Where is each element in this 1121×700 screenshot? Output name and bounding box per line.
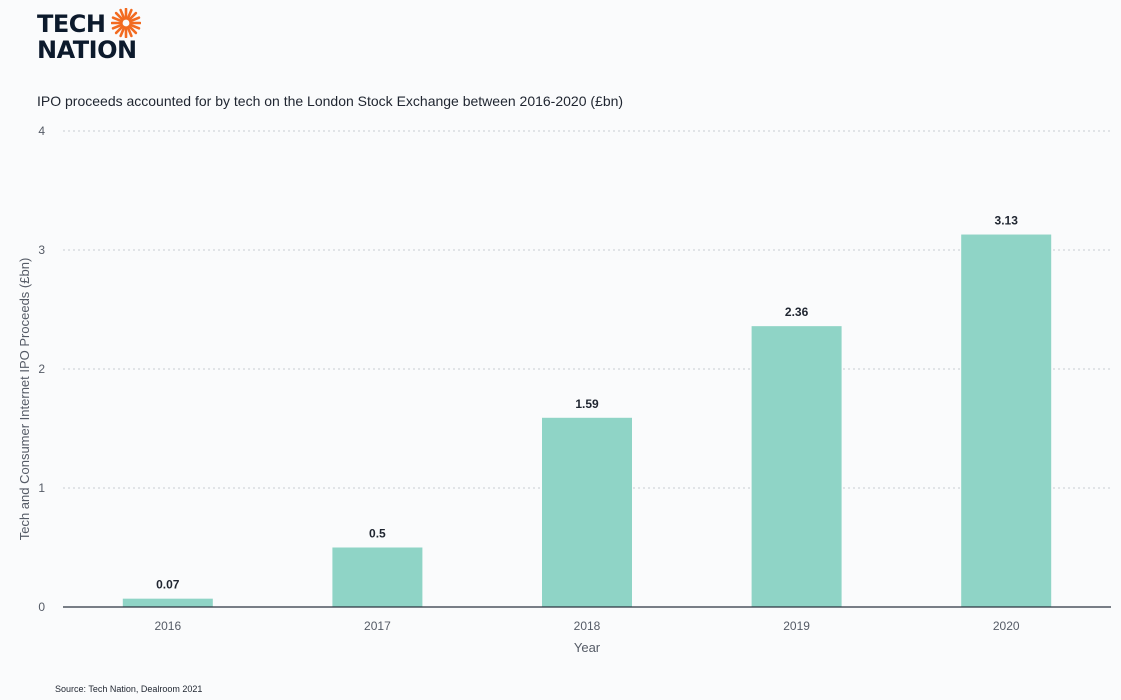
y-tick-label: 2 [38,362,45,376]
sun-icon [111,8,141,38]
y-tick-label: 1 [38,481,45,495]
x-tick-label-2018: 2018 [574,619,601,633]
y-tick-label: 0 [38,600,45,614]
data-labels: 0.07 0.5 1.59 2.36 3.13 [156,214,1018,592]
logo-text-line2: NATION [37,36,137,64]
x-tick-label-2017: 2017 [364,619,391,633]
x-tick-label-2020: 2020 [993,619,1020,633]
data-label-2020: 3.13 [995,214,1019,228]
y-tick-label: 3 [38,243,45,257]
bar-2020 [961,234,1052,607]
data-label-2018: 1.59 [575,397,599,411]
logo-text-line1: TECH [37,10,106,38]
data-label-2016: 0.07 [156,578,180,592]
data-label-2019: 2.36 [785,305,809,319]
y-tick-label: 4 [38,124,45,138]
y-axis-title: Tech and Consumer Internet IPO Proceeds … [17,258,32,541]
y-axis-ticks: 0 1 2 3 4 [38,124,45,614]
tech-nation-logo: TECH NATION [37,8,157,66]
data-label-2017: 0.5 [369,527,386,541]
bar-2018 [542,417,632,607]
chart-title: IPO proceeds accounted for by tech on th… [37,93,624,109]
bar-2019 [751,326,842,607]
bars [122,234,1052,607]
bar-2016 [122,598,213,607]
x-axis-title: Year [574,640,601,655]
x-tick-label-2019: 2019 [783,619,810,633]
x-tick-label-2016: 2016 [154,619,181,633]
source-note: Source: Tech Nation, Dealroom 2021 [55,684,203,694]
x-axis-ticks: 2016 2017 2018 2019 2020 [154,619,1019,633]
bar-2017 [332,547,423,607]
